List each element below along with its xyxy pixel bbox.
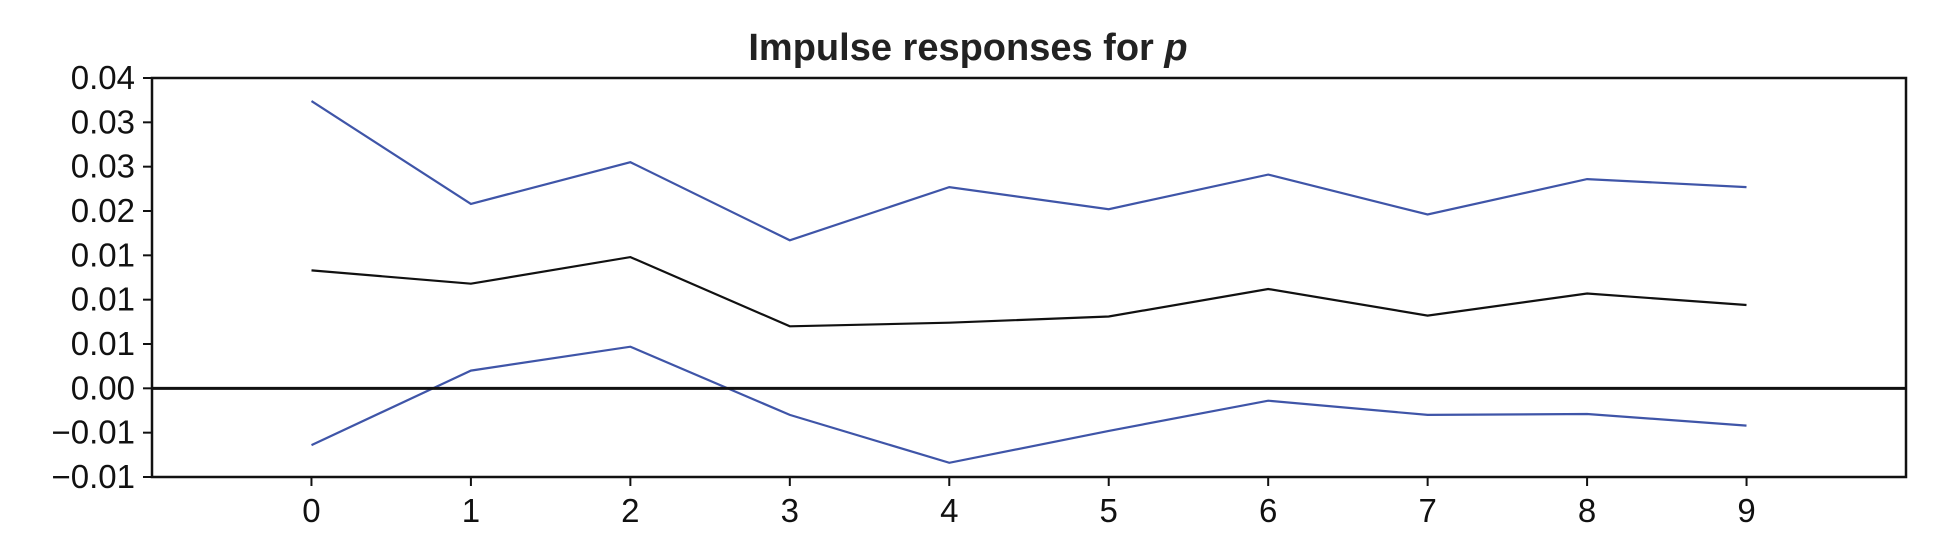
- y-tick-label: 0.01: [71, 325, 135, 362]
- chart-title-text: Impulse responses for: [748, 27, 1154, 69]
- y-tick-label: 0.00: [71, 369, 135, 406]
- y-tick-label: 0.03: [71, 148, 135, 185]
- plot-frame: [150, 76, 1908, 479]
- series-line-lower: [311, 345, 1747, 464]
- y-tick-label: 0.03: [71, 103, 135, 140]
- x-axis: 0 1 2 3 4 5 6 7 8 9: [302, 477, 1756, 529]
- series-line-point: [311, 255, 1747, 328]
- y-tick-label: 0.02: [71, 192, 135, 229]
- series-layer: [310, 100, 1747, 464]
- x-tick-label: 6: [1259, 492, 1277, 529]
- x-tick-label: 3: [781, 492, 799, 529]
- x-tick-label: 8: [1578, 492, 1596, 529]
- x-tick-label: 4: [940, 492, 958, 529]
- y-tick-label: 0.04: [71, 59, 135, 96]
- y-tick-label: −0.01: [52, 458, 136, 495]
- y-tick-label: −0.01: [52, 414, 136, 451]
- chart-title-variable: p: [1163, 27, 1187, 69]
- y-tick-label: 0.01: [71, 236, 135, 273]
- chart-title: Impulse responses for p: [748, 27, 1187, 69]
- x-tick-label: 2: [621, 492, 639, 529]
- x-tick-label: 0: [302, 492, 320, 529]
- y-tick-label: 0.01: [71, 281, 135, 318]
- x-tick-label: 5: [1100, 492, 1118, 529]
- x-tick-label: 9: [1737, 492, 1755, 529]
- series-line-upper: [310, 100, 1747, 242]
- x-tick-label: 1: [462, 492, 480, 529]
- y-axis: −0.01 −0.01 0.00 0.01 0.01 0.01 0.02 0.03 0.03 0.…: [52, 59, 152, 495]
- x-tick-label: 7: [1418, 492, 1436, 529]
